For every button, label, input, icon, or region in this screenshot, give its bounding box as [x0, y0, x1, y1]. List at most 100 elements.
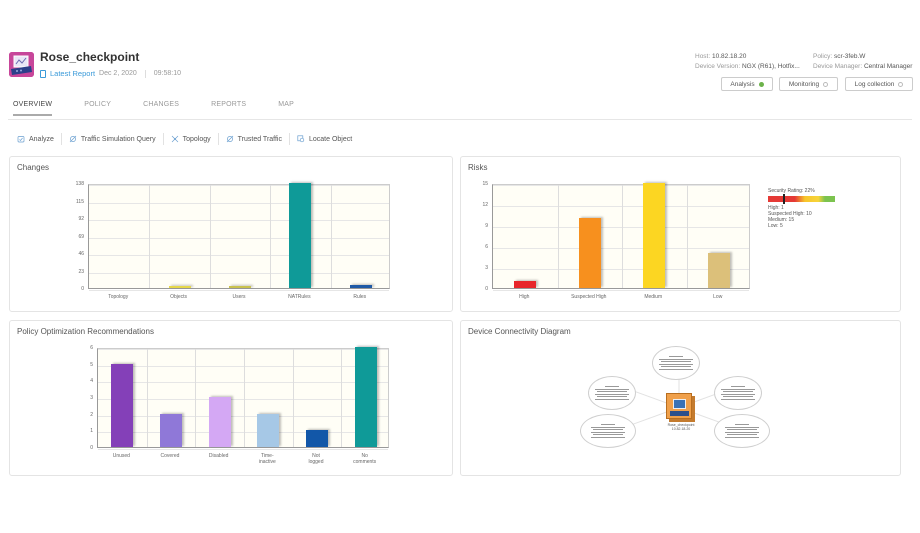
analysis-button[interactable]: Analysis [721, 77, 773, 91]
bar[interactable] [208, 397, 231, 447]
y-tick-label: 12 [482, 202, 488, 208]
locate-object-button[interactable]: Locate Object [297, 135, 352, 143]
security-rating-bar [768, 194, 835, 204]
topology-button[interactable]: Topology [171, 135, 211, 143]
card-title: Changes [17, 163, 50, 172]
node-text-line [721, 393, 755, 395]
gridline [89, 220, 389, 221]
gridline [98, 449, 388, 450]
node-text [725, 423, 759, 439]
y-tick-label: 23 [78, 268, 84, 275]
gridline [98, 382, 388, 384]
network-node[interactable] [580, 414, 636, 448]
device-label: Rose_checkpoint 10.82.18.20 [660, 423, 702, 431]
firewall-device-icon [9, 52, 34, 77]
y-tick-label: 0 [90, 445, 93, 451]
analyze-icon [17, 136, 25, 143]
legend-low: Low: 5 [768, 223, 783, 229]
analyze-button[interactable]: Analyze [17, 135, 54, 143]
node-text [659, 355, 693, 371]
gridline [557, 185, 559, 288]
bar[interactable] [111, 363, 134, 447]
node-text-line [659, 368, 693, 370]
gridline [622, 185, 623, 288]
bar[interactable] [578, 218, 601, 288]
bar[interactable] [160, 413, 182, 447]
tab-changes[interactable]: CHANGES [143, 101, 180, 108]
analyze-label: Analyze [29, 135, 54, 143]
traffic-simulation-icon [69, 135, 77, 143]
gridline [89, 202, 389, 204]
monitoring-button[interactable]: Monitoring [779, 77, 838, 91]
x-tick-label: Not logged [308, 453, 324, 465]
traffic-simulation-label: Traffic Simulation Query [80, 135, 156, 143]
report-icon [40, 69, 46, 78]
x-tick-label: High [519, 294, 530, 300]
x-tick-label: Users [232, 294, 246, 300]
tab-policy[interactable]: POLICY [84, 101, 112, 108]
gridline [195, 349, 197, 447]
y-tick-label: 46 [78, 251, 84, 257]
legend-high: High: 1 [768, 205, 784, 211]
plot-area [88, 183, 390, 291]
trusted-traffic-button[interactable]: Trusted Traffic [226, 135, 282, 143]
bar[interactable] [707, 253, 730, 288]
screen-shape [673, 399, 686, 409]
node-text-line [601, 424, 615, 426]
node-text-line [591, 431, 625, 433]
latest-report-link[interactable]: Latest Report [50, 69, 96, 78]
network-node[interactable] [588, 376, 636, 410]
policy-label: Policy: [813, 53, 833, 60]
y-tick-label: 15 [482, 181, 488, 187]
network-node[interactable] [714, 376, 762, 410]
tab-map[interactable]: MAP [278, 101, 295, 108]
x-tick-label: Topology [108, 294, 129, 300]
bar[interactable] [229, 286, 251, 288]
gridline [98, 399, 388, 400]
log-collection-label: Log collection [854, 80, 895, 88]
monitoring-label: Monitoring [788, 80, 820, 88]
gridline [244, 349, 245, 447]
host-value: 10.82.18.20 [711, 53, 747, 60]
bar[interactable] [289, 183, 312, 288]
traffic-simulation-query-button[interactable]: Traffic Simulation Query [69, 135, 156, 143]
gridline [270, 185, 272, 288]
x-tick-label: Objects [170, 294, 188, 300]
legend-suspected-high: Suspected High: 10 [768, 211, 812, 217]
policy-info: Policy: scr-3feb.W [813, 53, 865, 60]
node-text [595, 385, 629, 401]
firewall-device-icon[interactable] [666, 393, 692, 419]
divider [162, 133, 164, 145]
divider [217, 133, 219, 145]
bar[interactable] [643, 183, 666, 288]
tab-reports[interactable]: REPORTS [211, 101, 247, 108]
x-tick-label: Rules [353, 294, 367, 300]
log-collection-button[interactable]: Log collection [845, 77, 913, 91]
y-tick-label: 115 [76, 198, 84, 205]
bar[interactable] [514, 281, 537, 288]
node-text-line [725, 426, 759, 428]
network-node[interactable] [714, 414, 770, 448]
bar[interactable] [257, 413, 280, 447]
plot-area [97, 347, 389, 450]
bar[interactable] [306, 430, 328, 447]
plot-area [492, 183, 750, 291]
x-tick-label: Disabled [208, 453, 229, 459]
bar[interactable] [168, 285, 191, 288]
tab-overview[interactable]: OVERVIEW [13, 101, 53, 116]
gridline [89, 185, 389, 186]
gridline [292, 349, 294, 447]
x-tick-label: No comments [353, 453, 377, 465]
bar[interactable] [349, 284, 372, 288]
host-label: Host: [695, 53, 711, 60]
security-rating-title: Security Rating: 22% [768, 188, 815, 194]
topology-label: Topology [182, 135, 211, 143]
y-tick-label: 1 [90, 428, 93, 435]
node-text [591, 423, 625, 439]
node-text-line [723, 391, 753, 393]
network-node[interactable] [652, 346, 700, 380]
y-tick-label: 92 [78, 216, 84, 222]
device-label-name: Rose_checkpoint [667, 423, 695, 427]
bar[interactable] [354, 347, 377, 447]
gridline [98, 415, 388, 417]
